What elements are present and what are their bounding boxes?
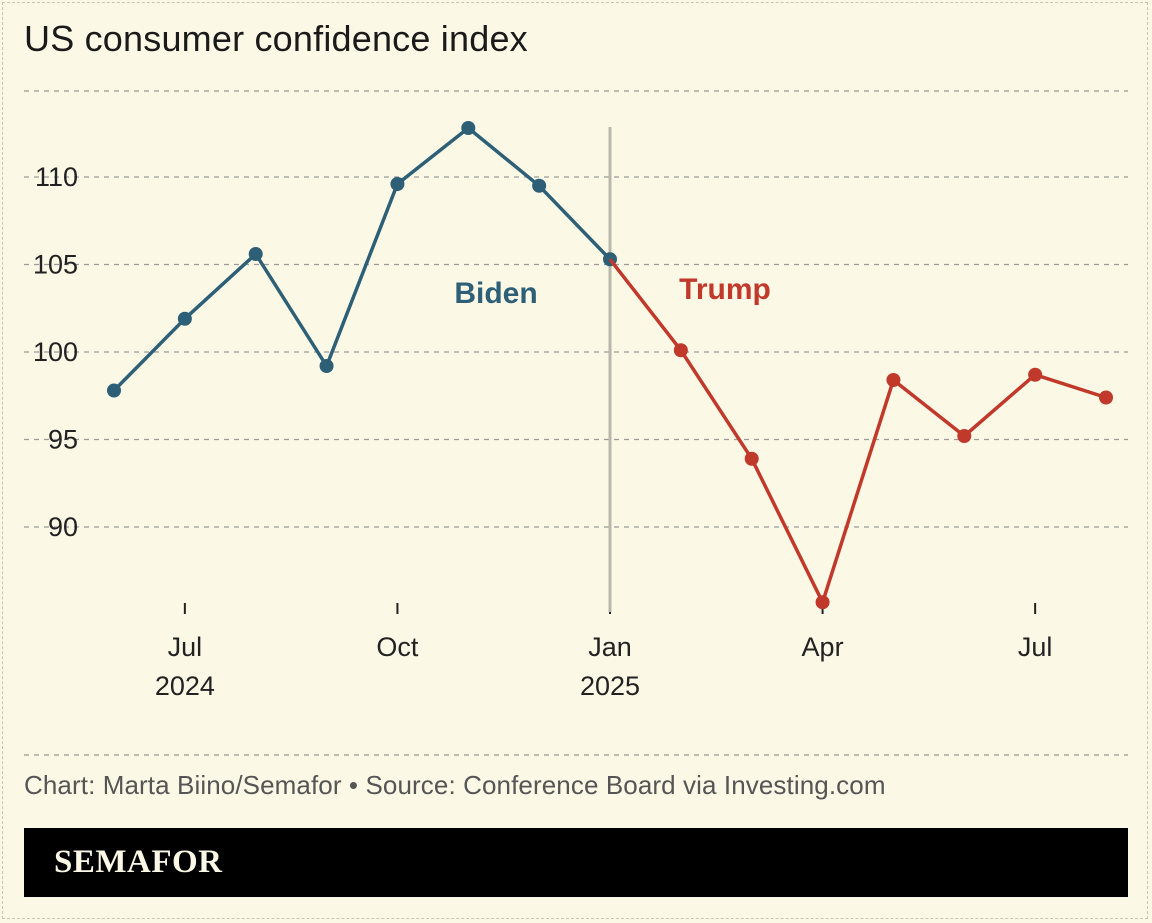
y-tick-label-110: 110 <box>35 162 78 192</box>
x-tick-sublabel-0: 2024 <box>155 671 215 701</box>
biden-point-5 <box>461 121 476 135</box>
annotation-layer: Biden Trump <box>454 273 771 310</box>
semafor-logo: SEMAFOR <box>54 844 223 880</box>
y-tick-label-95: 95 <box>48 425 78 455</box>
biden-point-6 <box>532 178 547 193</box>
trump-point-1 <box>673 343 688 358</box>
trump-point-6 <box>1028 367 1043 382</box>
biden-point-2 <box>248 247 263 261</box>
x-tick-label-3: Apr <box>802 632 844 662</box>
chart-title: US consumer confidence index <box>24 18 528 59</box>
grid-layer <box>24 176 1128 528</box>
biden-point-3 <box>319 359 334 373</box>
trump-line <box>608 258 1107 605</box>
trump-point-2 <box>744 451 759 466</box>
trump-point-4 <box>886 373 901 387</box>
trump-point-7 <box>1099 390 1113 405</box>
biden-line <box>112 126 612 392</box>
x-tick-label-0: Jul <box>168 632 203 662</box>
source-credit: Chart: Marta Biino/Semafor • Source: Con… <box>24 770 886 800</box>
biden-point-4 <box>390 177 405 191</box>
x-tick-sublabel-2: 2025 <box>580 671 640 701</box>
series-layer <box>107 121 1113 610</box>
x-tick-label-4: Jul <box>1018 632 1053 662</box>
x-axis: Jul 2024 Oct Jan 2025 Apr Jul <box>155 603 1053 701</box>
trump-point-5 <box>957 429 972 443</box>
biden-point-0 <box>107 383 121 398</box>
trump-point-3 <box>815 595 830 610</box>
x-tick-label-1: Oct <box>376 632 419 662</box>
y-tick-label-90: 90 <box>48 512 78 542</box>
footer-bar: SEMAFOR <box>24 828 1128 897</box>
y-tick-label-100: 100 <box>33 337 78 367</box>
biden-point-1 <box>177 311 192 326</box>
x-tick-label-2: Jan <box>588 632 632 662</box>
y-axis-labels: 90 95 100 105 110 <box>33 162 78 542</box>
trump-annotation: Trump <box>679 273 771 306</box>
biden-annotation: Biden <box>454 277 537 310</box>
y-tick-label-105: 105 <box>33 250 78 280</box>
